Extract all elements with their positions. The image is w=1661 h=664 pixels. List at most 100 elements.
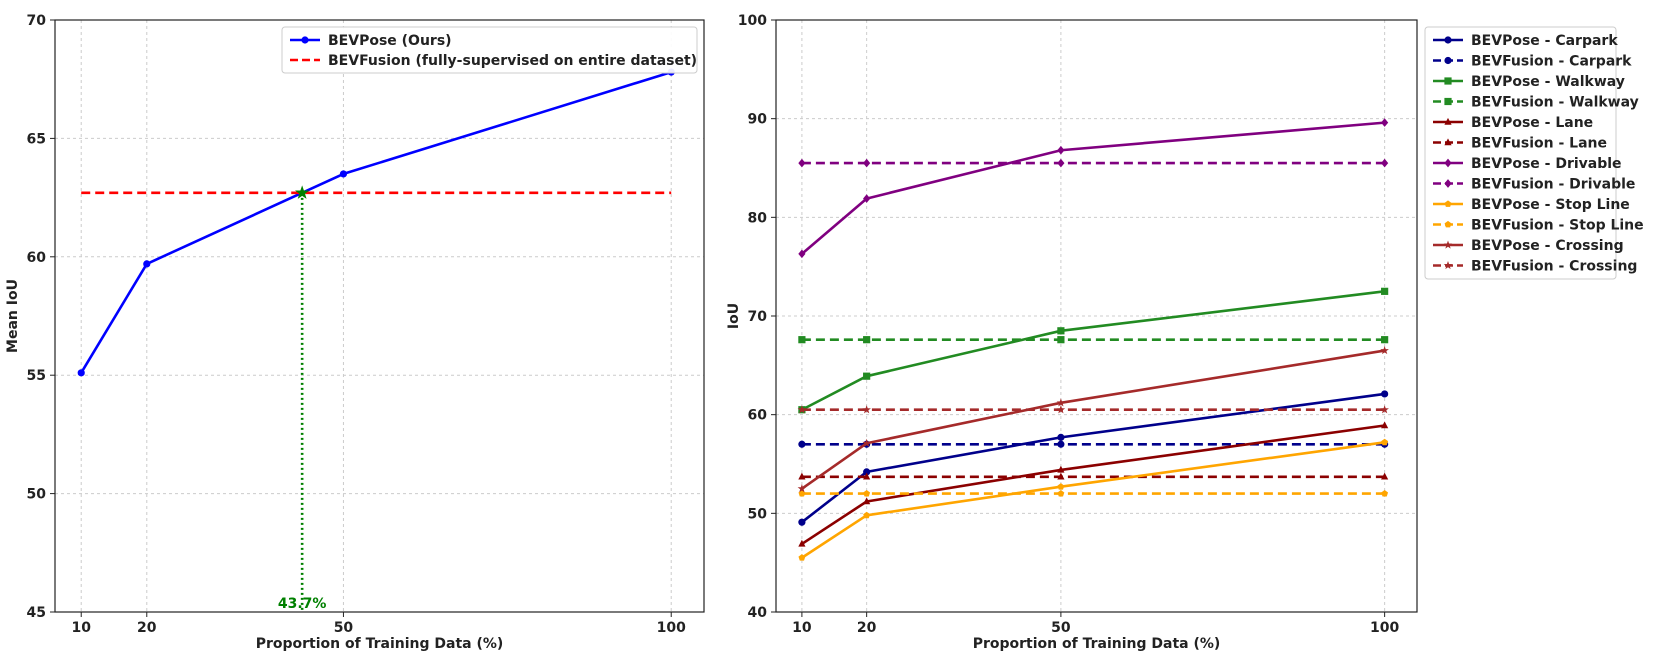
y-tick-label: 90 [748, 112, 768, 128]
y-tick-label: 70 [27, 13, 47, 29]
data-point [798, 440, 806, 448]
data-point [339, 170, 348, 178]
data-point [863, 497, 871, 505]
y-tick-label: 40 [748, 605, 768, 621]
legend-marker [1444, 36, 1452, 44]
series-bevpose-stop-line [798, 438, 1389, 561]
y-tick-label: 55 [27, 368, 46, 384]
y-tick-label: 60 [748, 408, 768, 424]
series-line [801, 424, 1385, 546]
data-point [863, 336, 871, 344]
y-tick-label: 60 [27, 250, 47, 266]
x-tick-label: 10 [792, 620, 812, 636]
legend-marker [1444, 179, 1452, 188]
y-tick-label: 65 [27, 131, 46, 147]
legend: BEVPose (Ours) BEVFusion (fully-supervise… [281, 26, 698, 74]
x-tick-label: 10 [71, 620, 91, 636]
data-point [1057, 440, 1065, 448]
legend-item: BEVFusion - Carpark [1433, 54, 1632, 70]
legend-marker [1444, 77, 1452, 85]
data-point [1056, 405, 1066, 414]
legend-item: BEVFusion - Drivable [1433, 177, 1635, 193]
data-point [1057, 483, 1065, 490]
data-point [1056, 398, 1066, 407]
x-axis-label: Proportion of Training Data (%) [256, 636, 504, 652]
data-point [1057, 327, 1065, 335]
series-bevfusion-drivable [798, 158, 1389, 168]
legend-item: BEVFusion (fully-supervised on entire da… [290, 53, 697, 69]
y-axis-label: IoU [726, 303, 742, 329]
data-point [1057, 465, 1065, 473]
data-point [1057, 145, 1065, 155]
data-point [798, 158, 806, 168]
annotation-marker [295, 185, 310, 199]
data-point [1381, 287, 1389, 295]
data-point [1057, 490, 1065, 497]
data-point [798, 249, 806, 259]
legend-label: BEVPose - Walkway [1471, 74, 1625, 90]
data-point [1381, 336, 1389, 344]
series-bevfusion-crossing [797, 405, 1389, 414]
data-point [797, 405, 807, 414]
legend-label: BEVFusion (fully-supervised on entire da… [328, 53, 697, 69]
legend-item: BEVFusion - Lane [1433, 136, 1607, 152]
data-point [1057, 433, 1065, 441]
legend-label: BEVPose - Carpark [1471, 33, 1618, 49]
legend-label: BEVFusion - Walkway [1471, 95, 1639, 111]
y-tick-label: 70 [748, 309, 768, 325]
legend-item: BEVPose - Walkway [1433, 74, 1625, 90]
series-bevpose-walkway [798, 287, 1389, 414]
legend-item: BEVPose - Crossing [1433, 238, 1624, 254]
data-point [1381, 438, 1389, 446]
legend-item: BEVPose - Stop Line [1433, 197, 1630, 213]
x-tick-label: 100 [657, 620, 686, 636]
legend-label: BEVFusion - Drivable [1471, 177, 1635, 193]
data-point [862, 438, 871, 447]
y-tick-label: 45 [27, 605, 46, 621]
series-bevfusion-stop-line [798, 490, 1389, 497]
data-point [798, 518, 806, 526]
legend-item: BEVFusion - Stop Line [1433, 218, 1644, 234]
legend-box [281, 26, 698, 74]
series-line [801, 392, 1385, 524]
legend-item: BEVPose (Ours) [290, 33, 452, 49]
data-point [863, 372, 871, 380]
series-bevpose-lane [798, 421, 1389, 547]
x-tick-label: 50 [334, 620, 354, 636]
series-line [80, 70, 672, 374]
data-point [863, 158, 871, 168]
data-point [798, 336, 806, 344]
data-point [863, 490, 871, 497]
series-bevpose-crossing [797, 346, 1389, 493]
data-point [1381, 390, 1389, 398]
x-tick-label: 20 [137, 620, 157, 636]
y-tick-label: 50 [748, 506, 768, 522]
legend-marker [1444, 158, 1452, 168]
series-line [801, 121, 1385, 255]
series-bevfusion-carpark [798, 440, 1389, 448]
data-point [798, 554, 806, 561]
series-line [801, 349, 1385, 490]
legend-marker [301, 36, 309, 44]
data-point [1057, 158, 1065, 168]
plot-frame [54, 19, 705, 613]
legend-item: BEVPose - Lane [1433, 115, 1593, 131]
x-axis-label: Proportion of Training Data (%) [973, 636, 1221, 652]
series-line [801, 290, 1385, 411]
series-bevpose-drivable [798, 118, 1389, 259]
legend-item: BEVPose - Drivable [1433, 156, 1622, 172]
legend-label: BEVPose - Drivable [1471, 156, 1622, 172]
series-bevpose-ours [77, 68, 675, 377]
x-tick-label: 50 [1051, 620, 1071, 636]
legend-item: BEVFusion - Crossing [1433, 259, 1637, 275]
legend-marker [1444, 138, 1452, 146]
y-tick-label: 80 [748, 210, 768, 226]
data-point [1381, 472, 1389, 480]
chart-mean-iou: 10 20 50 100 45 50 55 60 65 70 Proportion of Train… [5, 13, 705, 652]
data-point [77, 369, 85, 377]
legend-label: BEVPose (Ours) [328, 33, 452, 49]
series-bevpose-carpark [798, 390, 1389, 526]
y-tick-label: 50 [27, 487, 47, 503]
data-point [798, 472, 806, 480]
